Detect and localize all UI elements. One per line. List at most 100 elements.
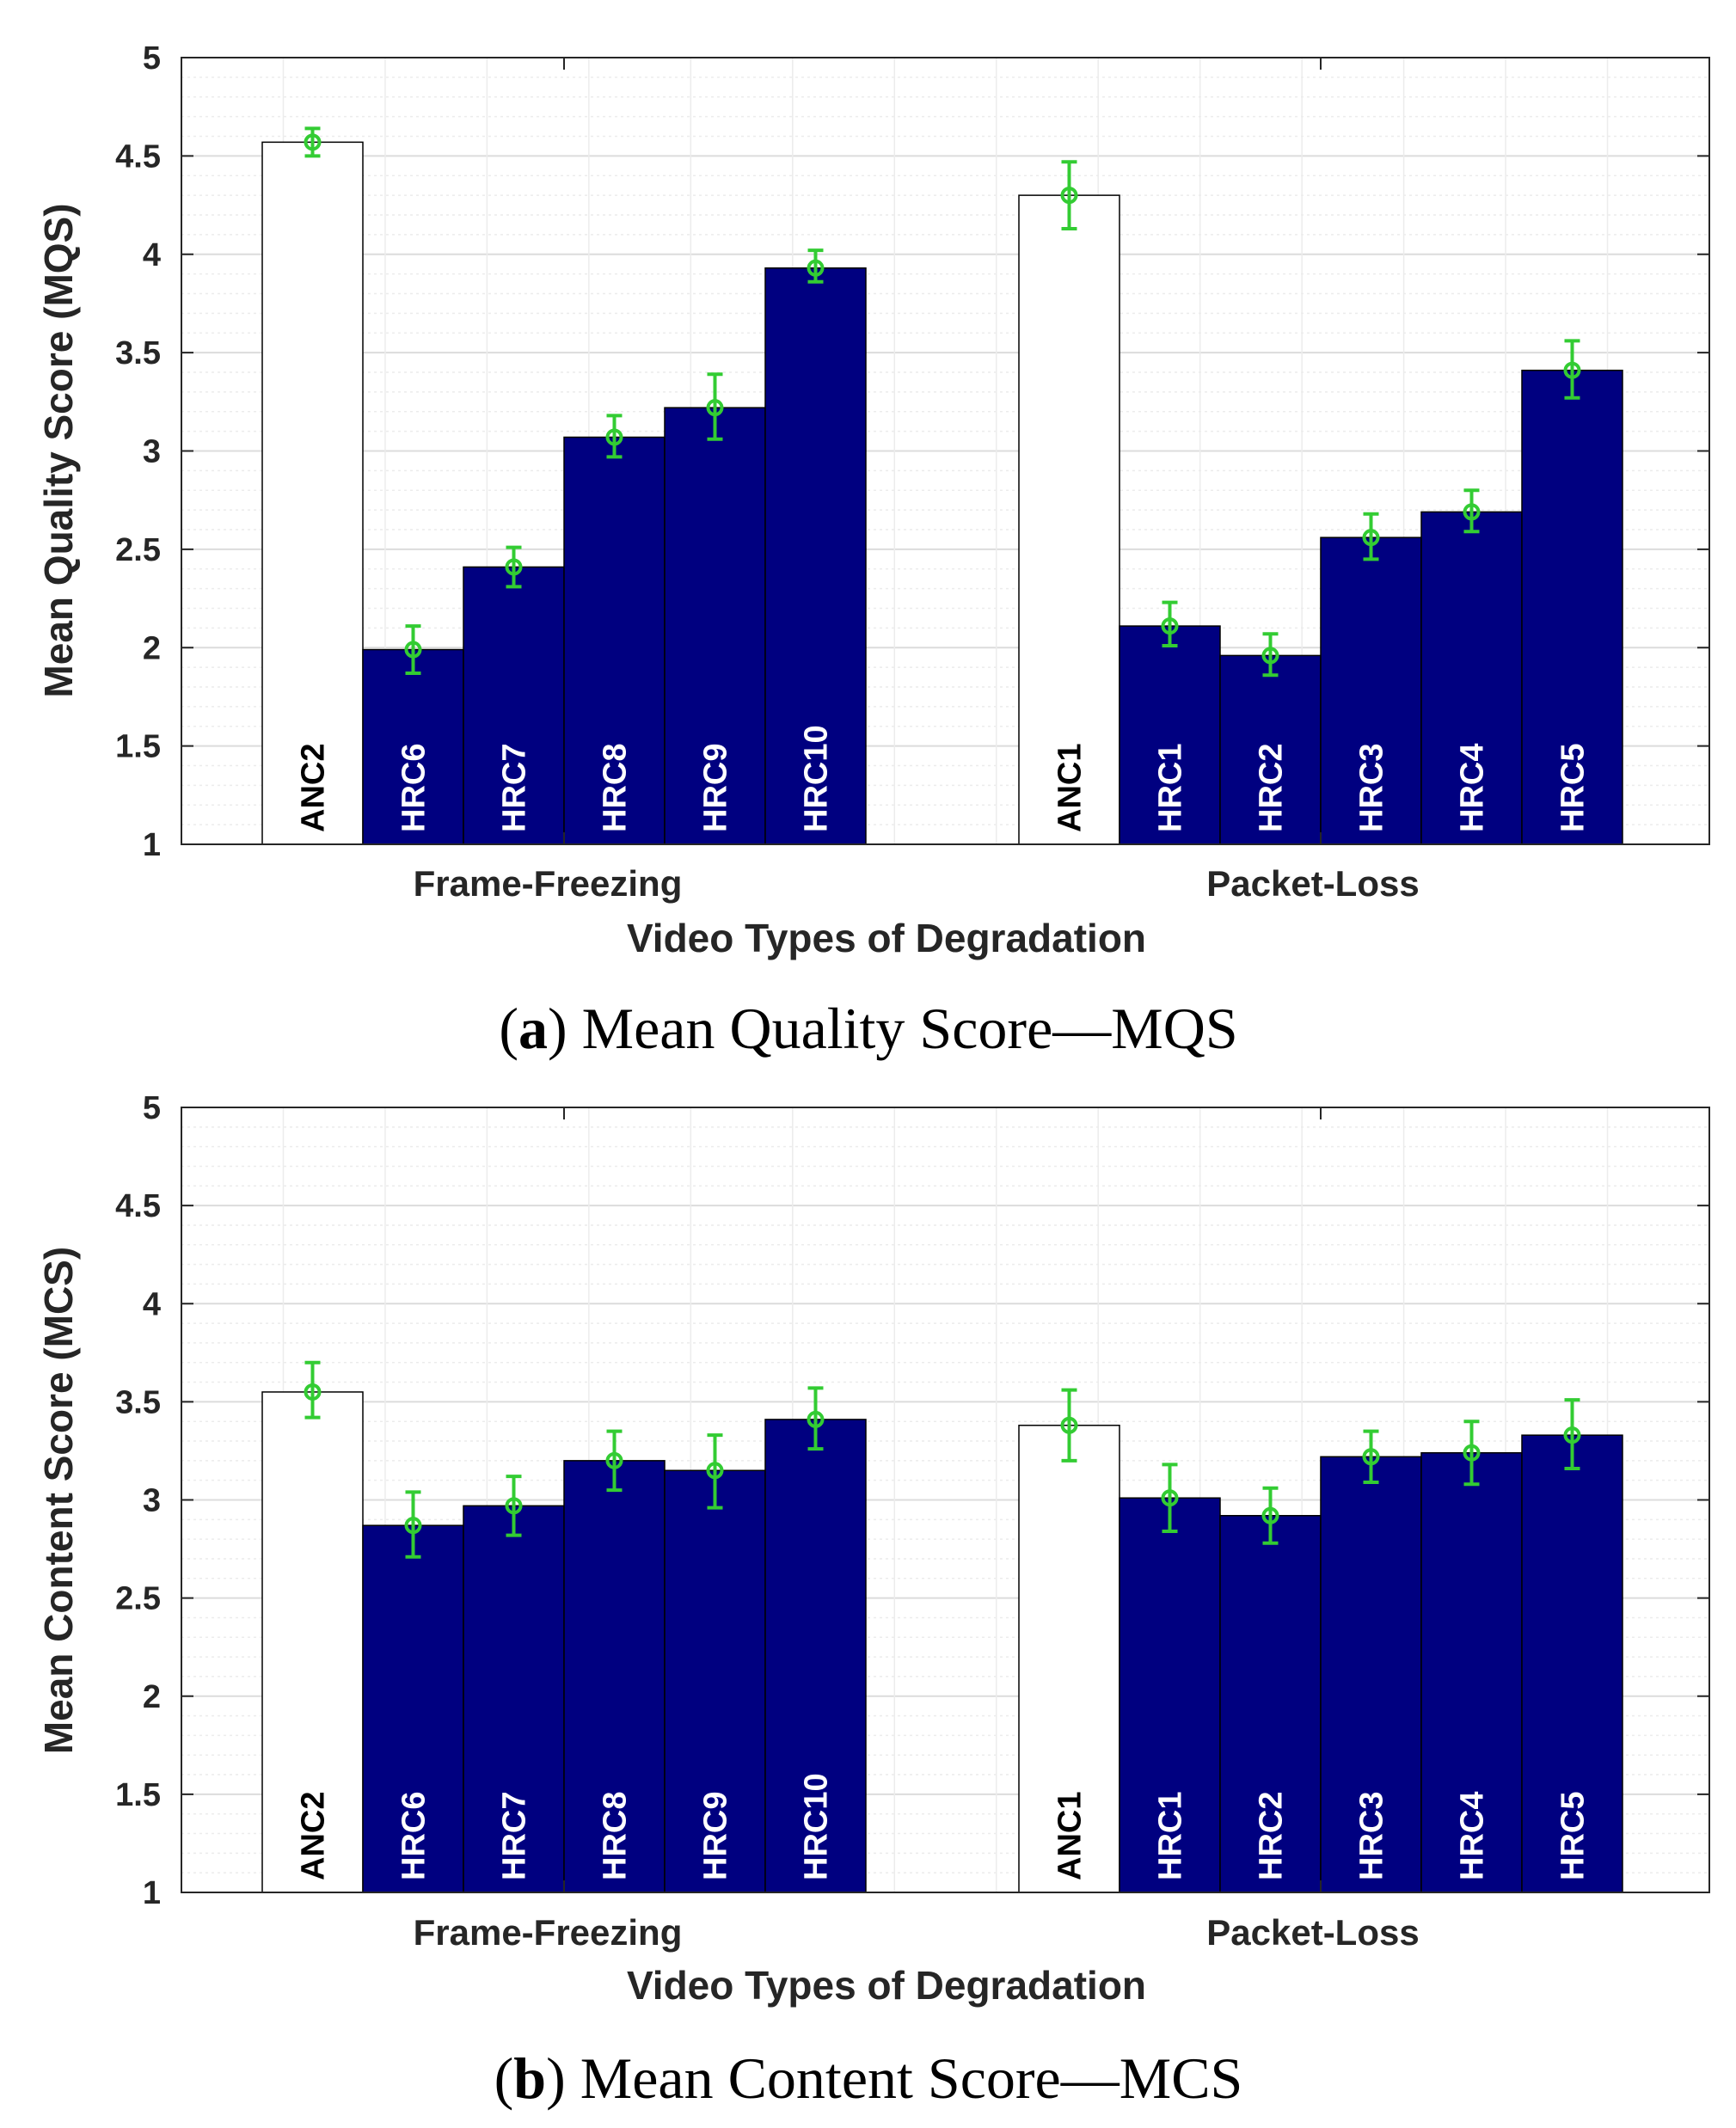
group-label-frame-freezing-b: Frame-Freezing [414, 1912, 683, 1953]
y-tick-label: 1.5 [115, 1777, 161, 1813]
caption-letter-a: a [518, 996, 548, 1061]
mean-marker [1060, 1416, 1078, 1434]
bar-label-hrc5: HRC5 [1555, 1792, 1592, 1880]
bar-hrc1 [1119, 625, 1221, 845]
bar-label-hrc3: HRC3 [1354, 744, 1390, 832]
errorbar-hrc10 [807, 248, 825, 284]
bar-hrc10 [764, 1419, 867, 1893]
bar-hrc4 [1420, 1451, 1523, 1893]
mean-marker [1463, 503, 1481, 521]
errorbar-hrc7 [505, 1475, 523, 1537]
mean-marker [1261, 647, 1279, 665]
bar-hrc7 [463, 566, 565, 845]
mean-marker [807, 1410, 825, 1428]
bar-hrc9 [664, 1469, 766, 1893]
y-tick-label: 2.5 [115, 532, 161, 568]
x-axis-title-a: Video Types of Degradation [627, 916, 1146, 960]
bar-hrc10 [764, 267, 867, 845]
bar-label-hrc1: HRC1 [1153, 744, 1189, 832]
bar-label-hrc6: HRC6 [396, 744, 432, 832]
plot-frame-b [181, 1107, 1710, 1893]
bar-hrc8 [563, 436, 666, 845]
bar-hrc7 [463, 1505, 565, 1893]
mean-marker [1362, 1448, 1380, 1466]
bar-label-hrc10: HRC10 [799, 1773, 835, 1880]
errorbar-hrc10 [807, 1386, 825, 1451]
bar-label-hrc4: HRC4 [1455, 1792, 1491, 1880]
plot-frame-a [181, 57, 1710, 845]
bar-label-hrc9: HRC9 [698, 1792, 734, 1880]
y-tick-label: 3.5 [115, 335, 161, 371]
bar-label-hrc5: HRC5 [1555, 744, 1592, 832]
bar-hrc3 [1320, 1456, 1422, 1893]
errorbar-hrc4 [1463, 488, 1481, 534]
y-tick-label: 1 [143, 827, 161, 863]
errorbar-hrc5 [1563, 1398, 1581, 1470]
errorbar-anc1 [1060, 160, 1078, 231]
mean-marker [1362, 529, 1380, 547]
mean-marker [1563, 361, 1581, 379]
mean-marker [505, 1497, 523, 1515]
chart-panel-a: ANC2 HRC6 HRC7 HRC8 HRC9 HRC10 ANC1 HRC1 HRC2 HRC… [36, 40, 1710, 1061]
bar-label-hrc4: HRC4 [1455, 744, 1491, 832]
errorbar-hrc2 [1261, 1486, 1279, 1545]
errorbar-anc1 [1060, 1388, 1078, 1463]
caption-b: (b) Mean Content Score—MCS [494, 2045, 1243, 2111]
errorbar-hrc7 [505, 545, 523, 589]
y-tick-label: 5 [143, 1090, 161, 1126]
bar-anc2 [261, 141, 364, 845]
y-tick-label: 3.5 [115, 1384, 161, 1420]
bar-label-hrc7: HRC7 [497, 744, 533, 832]
y-tick-label: 3 [143, 1483, 161, 1519]
errorbar-hrc9 [706, 1433, 724, 1510]
y-tick-label: 1.5 [115, 729, 161, 765]
mean-marker [1161, 617, 1179, 635]
bar-hrc6 [362, 648, 464, 845]
y-tick-label: 4.5 [115, 1188, 161, 1224]
bar-anc1 [1018, 1425, 1120, 1893]
mean-marker [304, 1383, 322, 1401]
bar-hrc8 [563, 1460, 666, 1893]
y-tick-label: 4 [143, 237, 161, 273]
bar-anc1 [1018, 194, 1120, 845]
y-tick-label: 4.5 [115, 138, 161, 175]
errorbar-hrc6 [404, 624, 422, 675]
errorbar-hrc3 [1362, 512, 1380, 561]
bar-hrc5 [1521, 1434, 1623, 1893]
group-label-frame-freezing-a: Frame-Freezing [414, 863, 683, 904]
bar-label-anc1: ANC1 [1052, 744, 1089, 832]
mean-marker [1463, 1444, 1481, 1462]
mean-marker [706, 399, 724, 417]
errorbar-hrc8 [605, 1429, 623, 1493]
errorbar-hrc3 [1362, 1429, 1380, 1484]
errorbar-hrc4 [1463, 1420, 1481, 1487]
chart-panel-b: ANC2 HRC6 HRC7 HRC8 HRC9 HRC10 ANC1 HRC1 HRC2 HRC… [36, 1090, 1710, 2111]
errorbar-hrc9 [706, 372, 724, 441]
y-tick-label: 2.5 [115, 1581, 161, 1617]
group-label-packet-loss-a: Packet-Loss [1206, 863, 1419, 904]
bar-hrc9 [664, 407, 766, 845]
errorbar-anc2 [304, 126, 322, 158]
bar-hrc5 [1521, 369, 1623, 845]
errorbar-hrc5 [1563, 339, 1581, 400]
bar-label-hrc2: HRC2 [1254, 1792, 1290, 1880]
bar-hrc6 [362, 1524, 464, 1893]
caption-a: (a) Mean Quality Score—MQS [499, 996, 1237, 1061]
mean-marker [304, 133, 322, 151]
mean-marker [404, 1517, 422, 1535]
x-axis-title-b: Video Types of Degradation [627, 1963, 1146, 2008]
y-tick-label: 3 [143, 434, 161, 470]
y-tick-label: 2 [143, 1679, 161, 1715]
mean-marker [1261, 1506, 1279, 1524]
errorbar-hrc2 [1261, 632, 1279, 678]
mean-marker [505, 558, 523, 576]
bar-label-hrc3: HRC3 [1354, 1792, 1390, 1880]
errorbar-anc2 [304, 1360, 322, 1420]
bar-label-hrc8: HRC8 [598, 1792, 634, 1880]
mean-marker [605, 1451, 623, 1469]
mean-marker [404, 641, 422, 659]
bar-label-hrc10: HRC10 [799, 725, 835, 832]
y-tick-label: 5 [143, 40, 161, 77]
caption-text-b: Mean Content Score—MCS [580, 2045, 1243, 2111]
